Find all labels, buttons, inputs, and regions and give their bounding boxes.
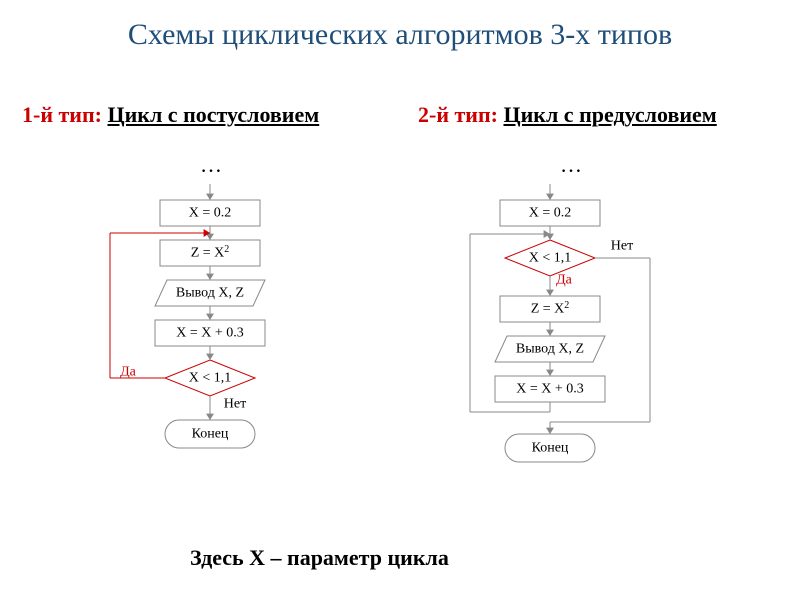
flowchart-left: X = 0.2 Z = X2 Вывод X, Z X = X + 0.3 X < 1,… <box>90 180 350 470</box>
svg-text:X < 1,1: X < 1,1 <box>189 371 232 386</box>
caption-x: X <box>249 545 265 570</box>
svg-text:Z = X2: Z = X2 <box>531 300 570 317</box>
flowchart-right-wrap: X = 0.2 X < 1,1 Z = X2 Вывод X, Z X = X + 0.… <box>440 180 720 485</box>
flowchart-left-wrap: X = 0.2 Z = X2 Вывод X, Z X = X + 0.3 X < 1,… <box>90 180 350 475</box>
svg-text:Z = X2: Z = X2 <box>191 244 230 261</box>
subtitle-left-type: 1-й тип: <box>22 102 102 127</box>
svg-text:X = 0.2: X = 0.2 <box>529 206 572 221</box>
caption-suffix: – параметр цикла <box>265 545 449 570</box>
ellipsis-right: … <box>560 152 582 178</box>
svg-text:Вывод X, Z: Вывод X, Z <box>516 342 584 357</box>
subtitle-left: 1-й тип: Цикл с постусловием <box>22 102 319 128</box>
subtitle-right-type: 2-й тип: <box>418 102 498 127</box>
svg-text:Нет: Нет <box>611 239 633 254</box>
page-title: Схемы циклических алгоритмов 3-х типов <box>0 18 800 52</box>
svg-text:Конец: Конец <box>532 441 569 456</box>
ellipsis-left: … <box>200 152 222 178</box>
caption: Здесь X – параметр цикла <box>190 545 449 571</box>
svg-text:Нет: Нет <box>224 397 246 412</box>
subtitle-right: 2-й тип: Цикл с предусловием <box>418 102 717 128</box>
subtitle-left-name: Цикл с постусловием <box>108 102 320 127</box>
page: Схемы циклических алгоритмов 3-х типов 1… <box>0 0 800 600</box>
flowchart-right: X = 0.2 X < 1,1 Z = X2 Вывод X, Z X = X + 0.… <box>440 180 720 480</box>
svg-text:X = 0.2: X = 0.2 <box>189 206 232 221</box>
subtitle-right-name: Цикл с предусловием <box>504 102 717 127</box>
svg-text:Конец: Конец <box>192 427 229 442</box>
svg-text:Вывод X, Z: Вывод X, Z <box>176 286 244 301</box>
caption-prefix: Здесь <box>190 545 249 570</box>
svg-text:Да: Да <box>120 365 137 380</box>
svg-text:X = X + 0.3: X = X + 0.3 <box>176 326 244 341</box>
svg-text:Да: Да <box>556 273 573 288</box>
svg-text:X = X + 0.3: X = X + 0.3 <box>516 382 584 397</box>
svg-text:X < 1,1: X < 1,1 <box>529 251 572 266</box>
